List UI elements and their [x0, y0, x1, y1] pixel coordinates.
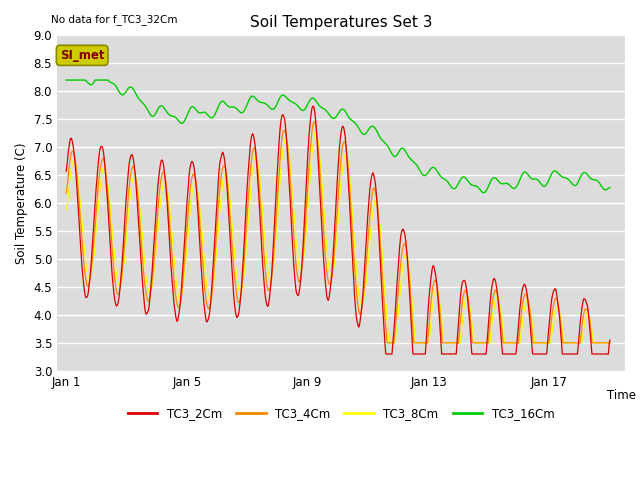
- Title: Soil Temperatures Set 3: Soil Temperatures Set 3: [250, 15, 432, 30]
- Text: SI_met: SI_met: [60, 49, 104, 62]
- X-axis label: Time: Time: [607, 389, 636, 402]
- Y-axis label: Soil Temperature (C): Soil Temperature (C): [15, 142, 28, 264]
- Legend: TC3_2Cm, TC3_4Cm, TC3_8Cm, TC3_16Cm: TC3_2Cm, TC3_4Cm, TC3_8Cm, TC3_16Cm: [123, 403, 559, 425]
- Text: No data for f_TC3_32Cm: No data for f_TC3_32Cm: [51, 14, 178, 25]
